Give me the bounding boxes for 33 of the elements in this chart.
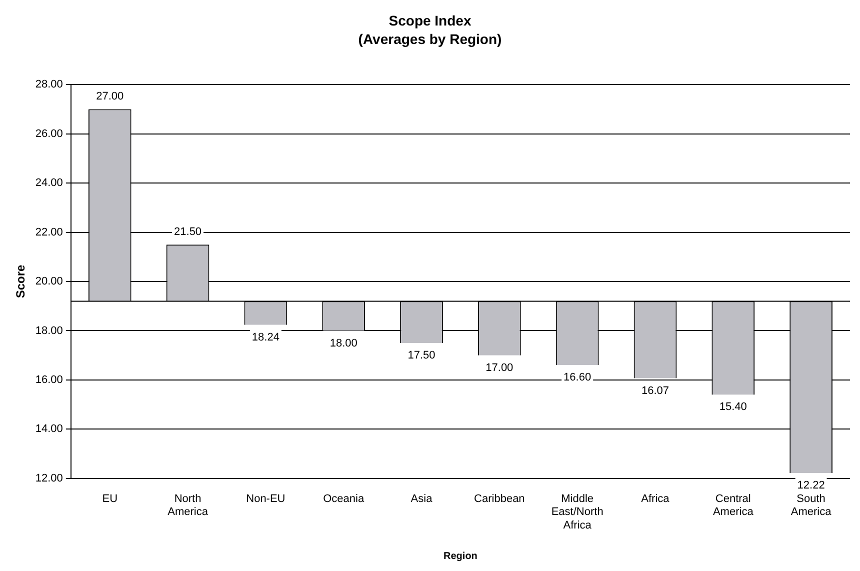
data-label: 18.00 <box>330 337 358 350</box>
x-tick-label: Non-EU <box>246 493 286 506</box>
data-label: 17.00 <box>486 362 514 374</box>
y-tick-label: 18.00 <box>35 324 63 337</box>
data-label: 18.24 <box>252 331 280 344</box>
chart-title: Scope Index <box>388 12 472 28</box>
data-label: 12.22 <box>797 480 825 492</box>
y-tick-label: 14.00 <box>35 423 63 436</box>
y-tick-label: 24.00 <box>35 177 63 190</box>
x-tick-label: North America <box>168 493 209 518</box>
x-tick-label: Asia <box>410 493 434 506</box>
x-tick-label: Caribbean <box>474 493 525 506</box>
x-tick-label: EU <box>102 493 118 506</box>
x-tick-label: Oceania <box>323 493 365 506</box>
x-tick-label: Middle East/North Africa <box>551 493 604 532</box>
data-label: 21.50 <box>174 226 202 238</box>
x-tick-label: South America <box>790 493 832 518</box>
y-tick-label: 20.00 <box>35 276 63 288</box>
chart-subtitle: (Averages by Region) <box>358 31 502 48</box>
y-tick-label: 12.00 <box>35 472 63 484</box>
x-axis-title: Region <box>444 550 478 562</box>
data-label: 16.07 <box>641 384 669 397</box>
y-tick-label: 16.00 <box>35 374 63 386</box>
y-tick-label: 28.00 <box>35 78 63 91</box>
data-label: 15.40 <box>719 401 747 414</box>
y-tick-label: 26.00 <box>35 128 63 140</box>
y-tick-label: 22.00 <box>35 226 63 238</box>
data-label: 16.60 <box>564 372 592 384</box>
y-axis-title: Score <box>14 264 28 298</box>
data-label: 27.00 <box>96 90 124 103</box>
x-tick-label: Africa <box>641 493 670 506</box>
x-tick-label: Central America <box>712 493 754 518</box>
data-label: 17.50 <box>408 350 436 362</box>
